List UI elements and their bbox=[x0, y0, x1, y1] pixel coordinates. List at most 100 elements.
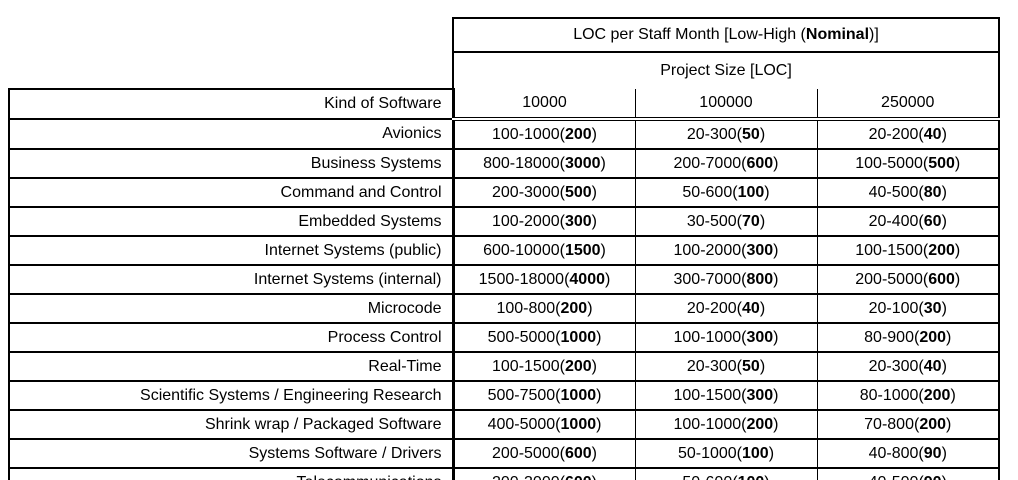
range-close: ) bbox=[773, 415, 779, 433]
table-row: Real-Time 100-1500(200) 20-300(50) 20-300(4… bbox=[8, 352, 1000, 382]
range-close: ) bbox=[941, 125, 947, 143]
range-close: ) bbox=[596, 415, 602, 433]
nominal-value: 200 bbox=[560, 299, 588, 317]
project-size-subtitle: Project Size [LOC] bbox=[452, 52, 1000, 89]
subtitle-row: Project Size [LOC] bbox=[9, 52, 1000, 89]
title-suffix: )] bbox=[869, 26, 879, 43]
range-close: ) bbox=[950, 386, 956, 404]
loc-per-staff-month-table: LOC per Staff Month [Low-High (Nominal)]… bbox=[8, 17, 1000, 480]
value-cell: 40-800(90) bbox=[816, 439, 1000, 469]
nominal-value: 1500 bbox=[564, 241, 601, 259]
range-value: 100-2000( bbox=[492, 212, 565, 230]
range-close: ) bbox=[591, 444, 597, 462]
value-cell: 20-300(50) bbox=[634, 119, 817, 150]
range-value: 200-3000( bbox=[492, 474, 565, 480]
nominal-value: 1000 bbox=[560, 328, 597, 346]
kind-cell: Shrink wrap / Packaged Software bbox=[8, 410, 453, 440]
range-close: ) bbox=[759, 212, 766, 230]
range-value: 100-1500( bbox=[855, 241, 929, 259]
nominal-value: 200 bbox=[564, 125, 592, 143]
value-cell: 100-1500(300) bbox=[634, 381, 817, 411]
kind-cell: Command and Control bbox=[8, 178, 453, 208]
blank-corner bbox=[9, 52, 453, 89]
range-close: ) bbox=[773, 154, 779, 172]
nominal-value: 200 bbox=[919, 415, 947, 433]
range-close: ) bbox=[773, 328, 779, 346]
nominal-value: 50 bbox=[742, 125, 760, 143]
nominal-value: 60 bbox=[923, 212, 942, 230]
range-value: 20-100( bbox=[868, 299, 924, 317]
range-value: 100-1000( bbox=[492, 125, 565, 143]
range-value: 100-1500( bbox=[492, 357, 565, 375]
range-value: 200-7000( bbox=[673, 154, 747, 172]
kind-cell: Avionics bbox=[8, 119, 453, 150]
value-cell: 100-1500(200) bbox=[451, 352, 635, 382]
nominal-value: 500 bbox=[928, 154, 955, 172]
nominal-value: 600 bbox=[746, 154, 774, 172]
range-value: 200-5000( bbox=[855, 270, 929, 288]
range-value: 200-3000( bbox=[492, 183, 565, 201]
value-cell: 100-2000(300) bbox=[451, 207, 635, 237]
nominal-value: 90 bbox=[924, 474, 942, 480]
value-cell: 200-5000(600) bbox=[816, 265, 1000, 295]
nominal-value: 80 bbox=[923, 183, 942, 201]
table-row: Internet Systems (public) 600-10000(1500)… bbox=[8, 236, 1000, 266]
table-body: Avionics 100-1000(200) 20-300(50) 20-200(40… bbox=[8, 119, 1000, 480]
range-close: ) bbox=[941, 183, 947, 201]
range-close: ) bbox=[600, 154, 606, 172]
range-value: 400-5000( bbox=[487, 415, 561, 433]
table-row: Scientific Systems / Engineering Researc… bbox=[8, 381, 1000, 411]
size-header-250000: 250000 bbox=[816, 89, 1000, 121]
kind-cell: Real-Time bbox=[8, 352, 453, 382]
title-prefix: LOC per Staff Month [Low-High ( bbox=[573, 26, 806, 43]
range-value: 20-400( bbox=[868, 212, 924, 230]
table-row: Process Control 500-5000(1000) 100-1000(30… bbox=[8, 323, 1000, 353]
value-cell: 20-100(30) bbox=[816, 294, 1000, 324]
range-value: 20-300( bbox=[686, 357, 743, 375]
range-close: ) bbox=[954, 154, 961, 172]
kind-cell: Systems Software / Drivers bbox=[8, 439, 453, 469]
range-value: 80-900( bbox=[864, 328, 920, 346]
nominal-value: 3000 bbox=[564, 154, 601, 172]
range-close: ) bbox=[946, 415, 952, 433]
value-cell: 80-1000(200) bbox=[816, 381, 1000, 411]
value-cell: 200-3000(600) bbox=[451, 468, 635, 480]
nominal-value: 100 bbox=[742, 444, 769, 462]
range-value: 50-600( bbox=[682, 183, 738, 201]
range-value: 50-1000( bbox=[677, 444, 742, 462]
range-close: ) bbox=[941, 212, 947, 230]
value-cell: 100-1000(200) bbox=[451, 119, 635, 150]
range-value: 100-1000( bbox=[673, 328, 747, 346]
range-close: ) bbox=[773, 270, 779, 288]
kind-cell: Business Systems bbox=[8, 149, 453, 179]
range-close: ) bbox=[773, 241, 779, 259]
nominal-value: 200 bbox=[923, 386, 951, 404]
range-close: ) bbox=[605, 270, 611, 288]
nominal-value: 300 bbox=[746, 241, 774, 259]
range-close: ) bbox=[591, 357, 597, 375]
kind-cell: Microcode bbox=[8, 294, 453, 324]
kind-cell: Internet Systems (internal) bbox=[8, 265, 453, 295]
range-close: ) bbox=[591, 183, 597, 201]
value-cell: 800-18000(3000) bbox=[451, 149, 635, 179]
value-cell: 400-5000(1000) bbox=[451, 410, 635, 440]
table-row: Embedded Systems 100-2000(300) 30-500(70) 2… bbox=[8, 207, 1000, 237]
range-close: ) bbox=[591, 212, 597, 230]
range-close: ) bbox=[587, 299, 593, 317]
kind-of-software-header: Kind of Software bbox=[8, 88, 453, 120]
value-cell: 70-800(200) bbox=[816, 410, 1000, 440]
range-value: 80-1000( bbox=[859, 386, 924, 404]
table-row: Internet Systems (internal) 1500-18000(40… bbox=[8, 265, 1000, 295]
nominal-value: 40 bbox=[742, 299, 760, 317]
value-cell: 500-5000(1000) bbox=[451, 323, 635, 353]
value-cell: 200-3000(500) bbox=[451, 178, 635, 208]
value-cell: 50-600(100) bbox=[634, 468, 817, 480]
table-row: Business Systems 800-18000(3000) 200-7000(… bbox=[8, 149, 1000, 179]
value-cell: 30-500(70) bbox=[634, 207, 817, 237]
range-value: 100-1000( bbox=[673, 415, 747, 433]
range-value: 800-18000( bbox=[483, 154, 565, 172]
table-row: Telecommunications200-3000(600)50-600(10… bbox=[8, 468, 1000, 480]
nominal-value: 90 bbox=[923, 444, 942, 462]
range-close: ) bbox=[596, 328, 602, 346]
range-value: 20-300( bbox=[686, 125, 743, 143]
